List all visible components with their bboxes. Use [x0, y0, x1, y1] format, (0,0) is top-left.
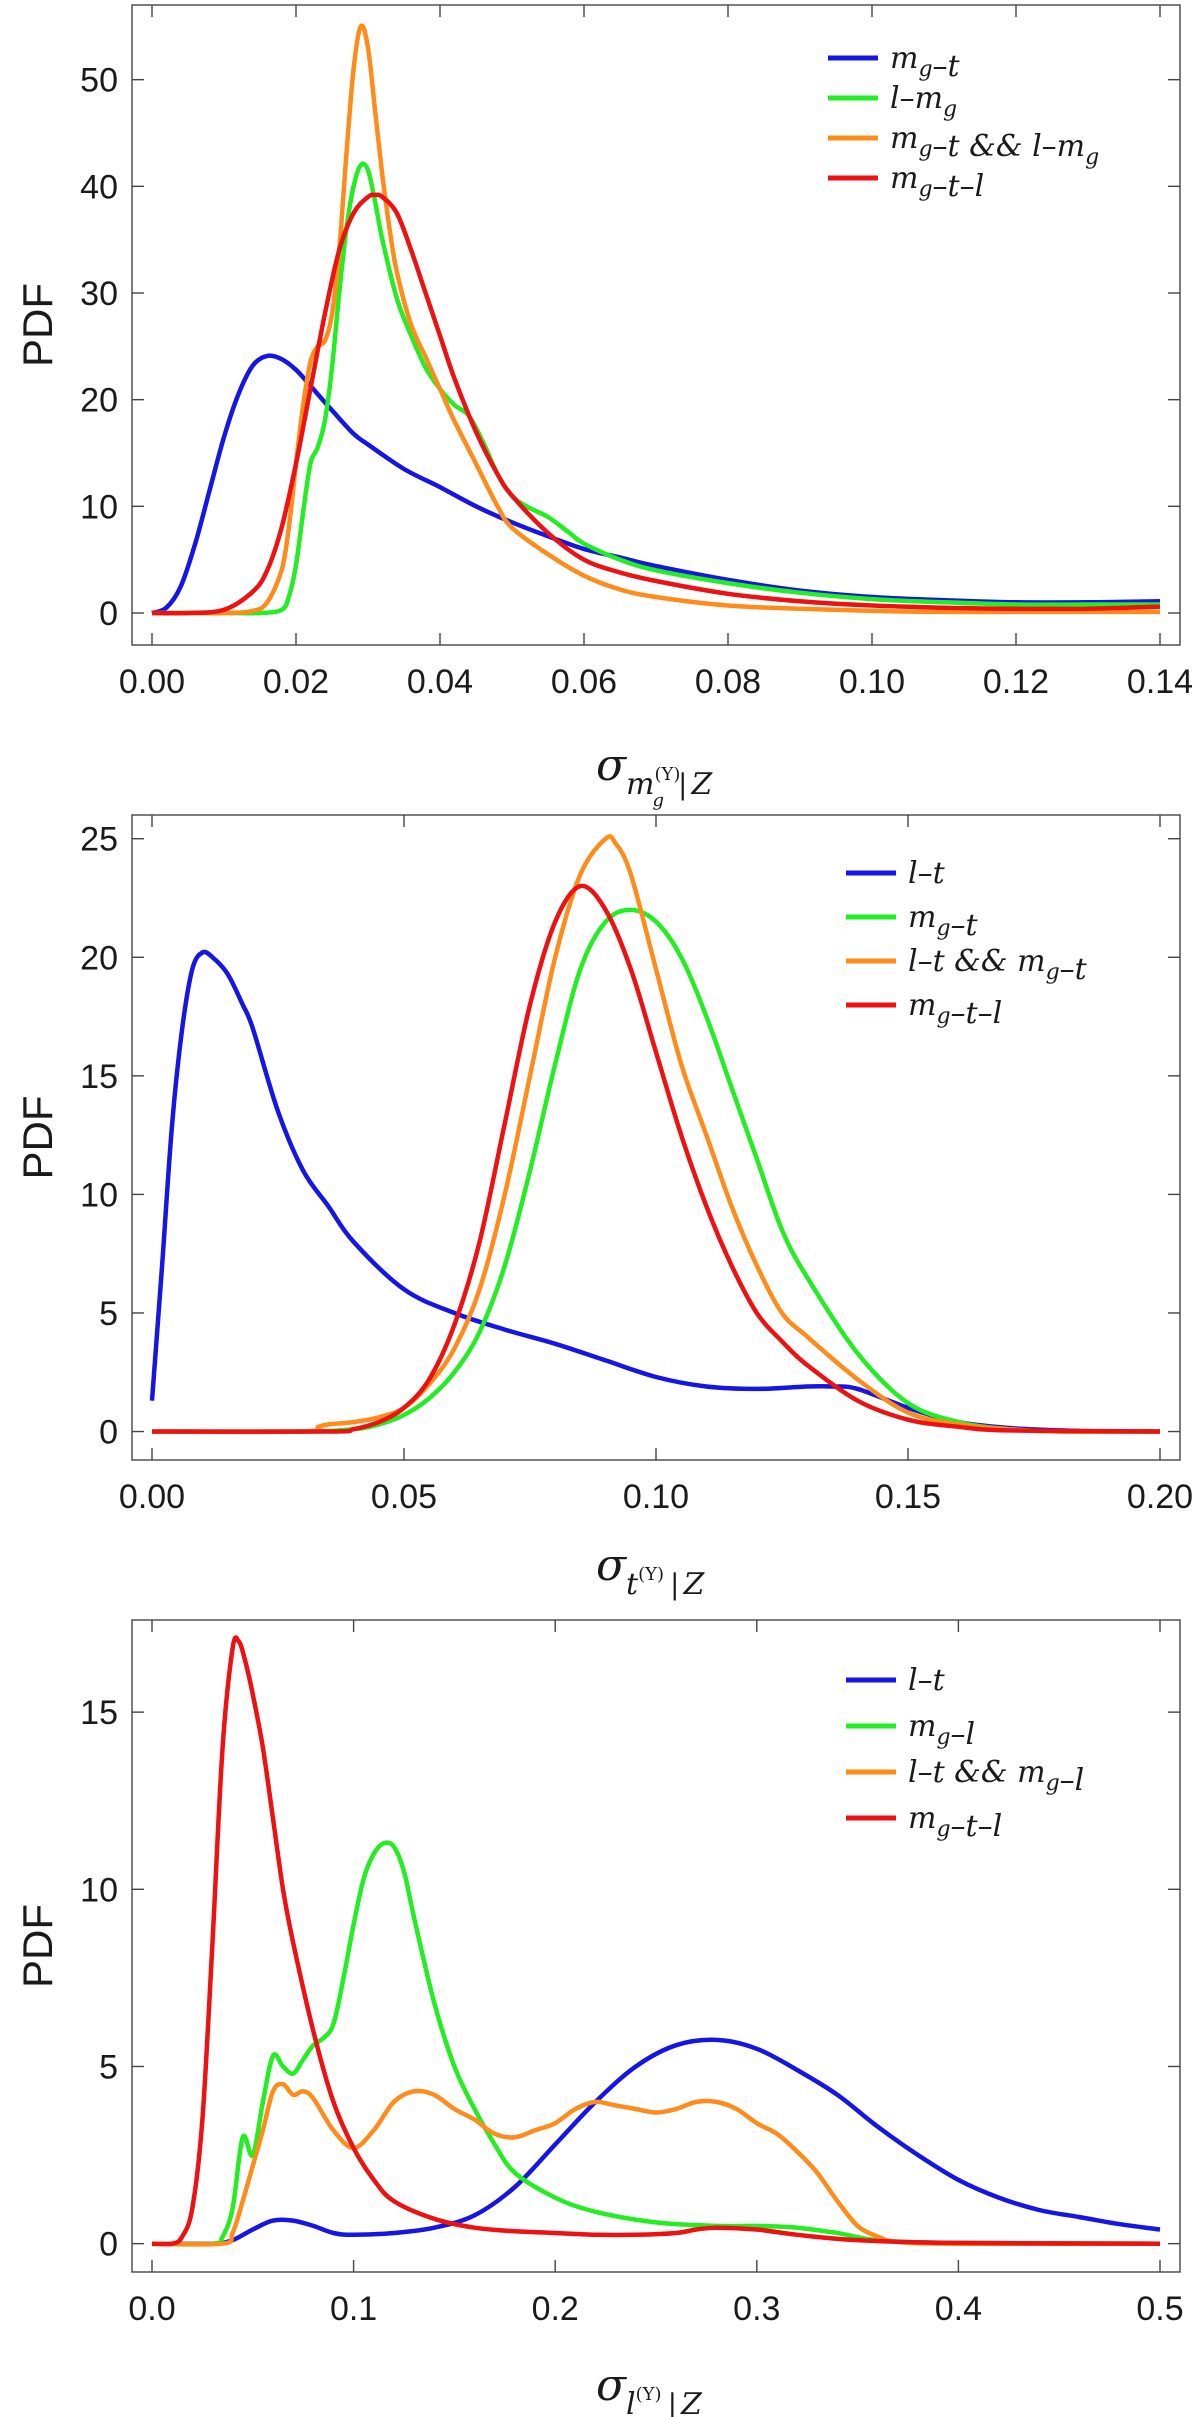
series-line	[152, 161, 1160, 616]
y-tick-label: 0	[99, 1414, 118, 1452]
y-tick-label: 20	[80, 382, 118, 420]
series-line	[151, 883, 1161, 1434]
x-tick-label: 0.5	[1136, 2290, 1183, 2328]
y-axis-label: PDF	[14, 1904, 61, 1988]
legend-label: mg–t	[890, 41, 961, 84]
y-tick-label: 15	[80, 1694, 118, 1732]
legend-label: mg–t	[908, 900, 979, 943]
y-tick-label: 5	[99, 1295, 118, 1333]
chart-panel-2: 0.00 0.05 0.10 0.15 0.20 0 5 10 15 20 25 PDF σt(Y) | Z…	[14, 814, 1193, 1602]
legend-label: l–t	[908, 1663, 946, 1698]
series-line	[149, 949, 1161, 1434]
x-tick-label: 0.08	[695, 663, 761, 701]
x-tick-label: 0.3	[733, 2290, 780, 2328]
chart-panel-3: 0.0 0.1 0.2 0.3 0.4 0.5 0 5 10 15 PDF σl(Y) | Z l–t mg–…	[14, 1619, 1184, 2417]
y-tick-label: 30	[80, 275, 118, 313]
legend-label: mg–l	[908, 1709, 975, 1752]
legend-label: l–t && mg–l	[908, 1755, 1084, 1798]
legend-label: mg–t–l	[908, 988, 1002, 1031]
legend-label: mg–t–l	[908, 1801, 1002, 1844]
y-tick-label: 50	[80, 62, 118, 100]
y-tick-label: 40	[80, 168, 118, 206]
legend-label: l–mg	[890, 81, 957, 122]
x-axis-label: σt(Y) | Z	[596, 1540, 705, 1602]
x-tick-label: 0.15	[875, 1478, 941, 1516]
series-line	[151, 1840, 1161, 2247]
series-line	[151, 1635, 1161, 2247]
x-tick-label: 0.05	[371, 1478, 437, 1516]
legend-label: mg–t–l	[890, 161, 984, 204]
x-tick-label: 0.02	[263, 663, 329, 701]
x-tick-label: 0.00	[119, 1478, 185, 1516]
x-tick-label: 0.4	[935, 2290, 982, 2328]
series-line	[151, 192, 1161, 616]
y-tick-label: 10	[80, 1871, 118, 1909]
legend-label: l–t	[908, 856, 946, 891]
y-tick-label: 25	[80, 821, 118, 859]
y-tick-label: 10	[80, 488, 118, 526]
series-line	[151, 834, 1161, 1435]
legend-label: mg–t && l–mg	[890, 121, 1099, 170]
y-tick-label: 15	[80, 1058, 118, 1096]
x-tick-label: 0.12	[983, 663, 1049, 701]
x-tick-label: 0.1	[330, 2290, 377, 2328]
x-tick-label: 0.10	[623, 1478, 689, 1516]
x-tick-label: 0.14	[1127, 663, 1193, 701]
plot-frame	[131, 4, 1181, 646]
x-tick-label: 0.0	[128, 2290, 175, 2328]
y-axis-label: PDF	[14, 1096, 61, 1180]
series-line	[151, 907, 1161, 1434]
x-tick-label: 0.10	[839, 663, 905, 701]
series-line	[151, 2037, 1161, 2247]
y-tick-label: 0	[99, 595, 118, 633]
x-axis-label: σl(Y) | Z	[596, 2360, 703, 2417]
x-tick-label: 0.20	[1127, 1478, 1193, 1516]
legend-label: l–t && mg–t	[908, 944, 1088, 987]
series-line	[151, 2081, 1161, 2247]
y-tick-label: 20	[80, 939, 118, 977]
x-tick-label: 0.2	[532, 2290, 579, 2328]
chart-panel-1: 0.00 0.02 0.04 0.06 0.08 0.10 0.12 0.14 0 10 20 30 4…	[14, 4, 1193, 811]
x-tick-label: 0.00	[119, 663, 185, 701]
x-tick-label: 0.04	[407, 663, 473, 701]
y-tick-label: 0	[99, 2226, 118, 2264]
y-tick-label: 5	[99, 2048, 118, 2086]
x-tick-label: 0.06	[551, 663, 617, 701]
plot-frame	[131, 1619, 1181, 2273]
x-axis-label: σm(Y) g | Z	[596, 740, 713, 811]
y-tick-label: 10	[80, 1176, 118, 1214]
y-axis-label: PDF	[14, 283, 61, 367]
